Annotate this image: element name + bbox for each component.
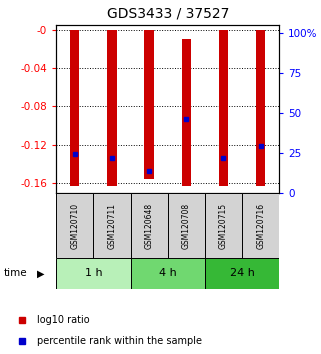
Text: percentile rank within the sample: percentile rank within the sample (37, 336, 202, 346)
Bar (205, 258, 279, 289)
Bar (182, 39, 191, 186)
Text: GSM120648: GSM120648 (145, 203, 154, 249)
Bar (56, 258, 131, 289)
Bar (93, 193, 131, 258)
Bar (131, 258, 205, 289)
Bar (56, 193, 93, 258)
Text: 24 h: 24 h (230, 268, 255, 279)
Bar (205, 193, 242, 258)
Text: 4 h: 4 h (159, 268, 177, 279)
Text: ▶: ▶ (37, 268, 44, 279)
Text: time: time (3, 268, 27, 279)
Text: GSM120710: GSM120710 (70, 203, 79, 249)
Bar (168, 193, 205, 258)
Bar (219, 30, 228, 186)
Bar (256, 30, 265, 186)
Text: GSM120715: GSM120715 (219, 203, 228, 249)
Text: 1 h: 1 h (84, 268, 102, 279)
Title: GDS3433 / 37527: GDS3433 / 37527 (107, 7, 229, 21)
Text: GSM120716: GSM120716 (256, 203, 265, 249)
Text: GSM120711: GSM120711 (108, 203, 117, 249)
Bar (131, 193, 168, 258)
Text: log10 ratio: log10 ratio (37, 315, 90, 325)
Bar (107, 30, 117, 186)
Bar (70, 30, 79, 186)
Text: GSM120708: GSM120708 (182, 203, 191, 249)
Bar (242, 193, 279, 258)
Bar (144, 30, 154, 178)
